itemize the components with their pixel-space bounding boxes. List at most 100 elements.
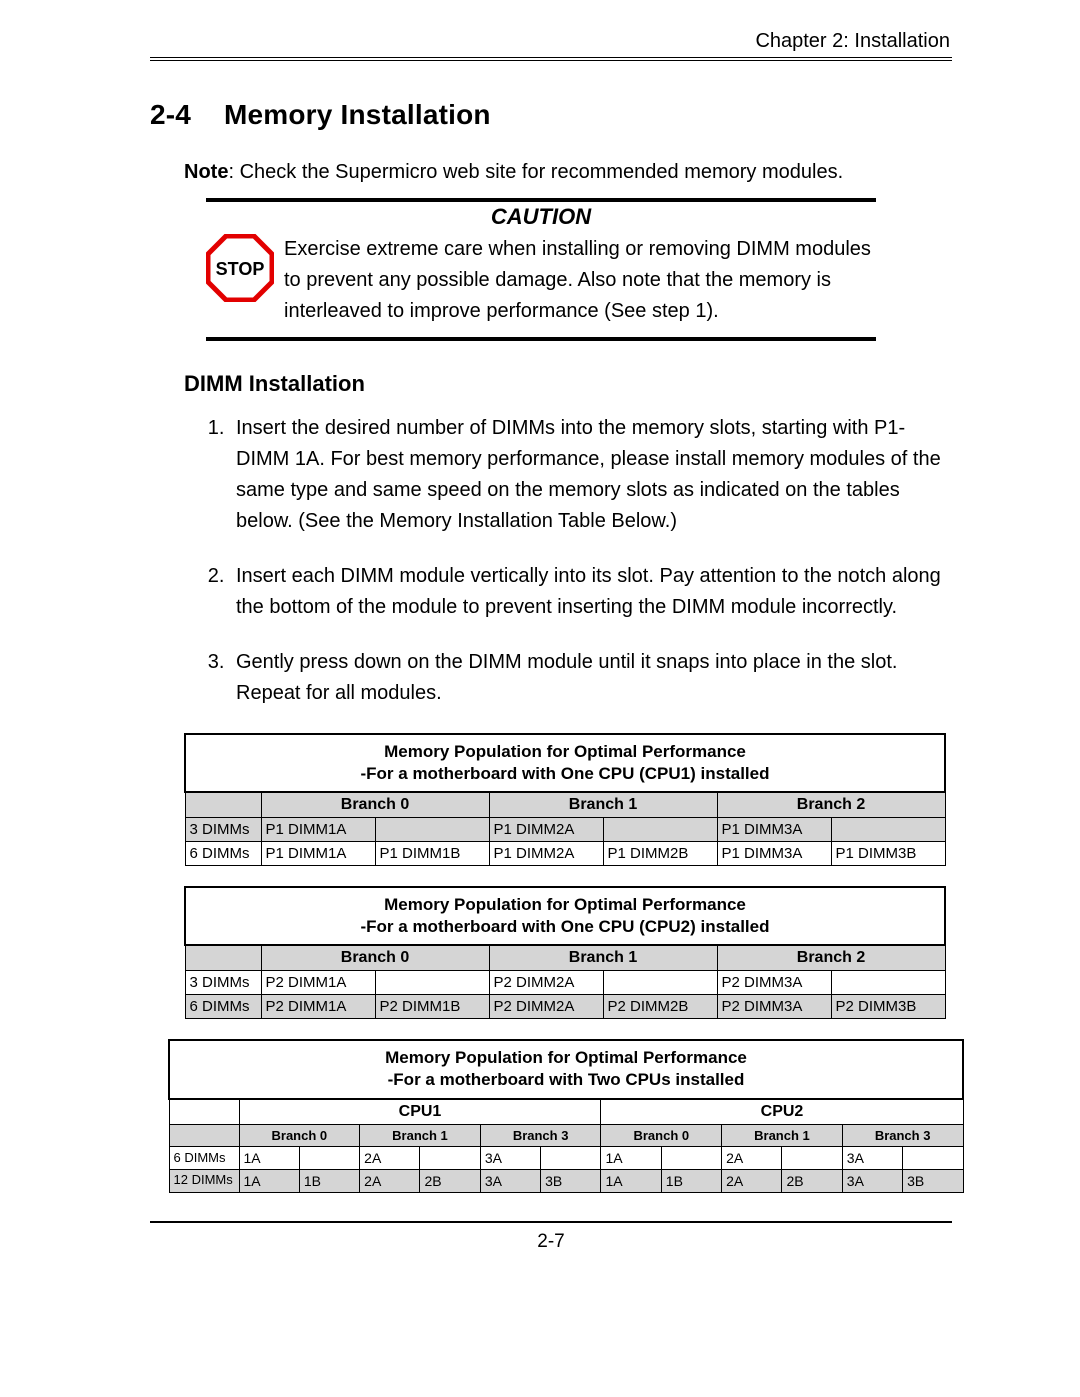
caution-box: CAUTION STOP Exercise extreme care when … xyxy=(206,198,876,341)
table-title-l2: -For a motherboard with Two CPUs install… xyxy=(388,1070,745,1089)
branch-header: Branch 1 xyxy=(360,1124,481,1146)
branch-header: Branch 0 xyxy=(601,1124,722,1146)
cell xyxy=(661,1146,721,1169)
cell: P2 DIMM1B xyxy=(375,995,489,1019)
section-number: 2-4 xyxy=(150,99,216,131)
row-label: 6 DIMMs xyxy=(185,842,261,866)
cell: 1A xyxy=(239,1146,299,1169)
cell xyxy=(299,1146,359,1169)
table-title-l1: Memory Population for Optimal Performanc… xyxy=(384,895,746,914)
cell: 3A xyxy=(480,1146,540,1169)
cell xyxy=(782,1146,842,1169)
memory-table-cpu2: Memory Population for Optimal Performanc… xyxy=(184,886,946,1019)
table-row: 6 DIMMs 1A 2A 3A 1A 2A 3A xyxy=(169,1146,963,1169)
row-label: 6 DIMMs xyxy=(185,995,261,1019)
dimm-subhead: DIMM Installation xyxy=(184,371,952,397)
step-item: Insert each DIMM module vertically into … xyxy=(230,561,952,623)
page-number: 2-7 xyxy=(150,1231,952,1253)
table-title-row: Memory Population for Optimal Performanc… xyxy=(185,734,945,792)
step-item: Gently press down on the DIMM module unt… xyxy=(230,647,952,709)
memory-table-cpu1: Memory Population for Optimal Performanc… xyxy=(184,733,946,866)
table-title-l1: Memory Population for Optimal Performanc… xyxy=(384,742,746,761)
cell xyxy=(831,818,945,842)
cell xyxy=(375,818,489,842)
branch-header: Branch 1 xyxy=(722,1124,843,1146)
cpu-header-row: CPU1 CPU2 xyxy=(169,1099,963,1125)
table-branch-row: Branch 0 Branch 1 Branch 2 xyxy=(185,792,945,818)
caution-title: CAUTION xyxy=(206,204,876,230)
section-title-text: Memory Installation xyxy=(224,99,491,130)
cell xyxy=(831,971,945,995)
cell: 3B xyxy=(903,1169,963,1192)
bottom-rule xyxy=(150,1221,952,1223)
intro-note: Note: Check the Supermicro web site for … xyxy=(184,159,952,186)
table-title-row: Memory Population for Optimal Performanc… xyxy=(169,1040,963,1098)
chapter-header: Chapter 2: Installation xyxy=(150,30,952,53)
cell: 3A xyxy=(842,1146,902,1169)
cell: 3A xyxy=(842,1169,902,1192)
cell xyxy=(603,818,717,842)
table-row: 12 DIMMs 1A 1B 2A 2B 3A 3B 1A 1B 2A 2B 3… xyxy=(169,1169,963,1192)
cell: 1A xyxy=(601,1169,661,1192)
branch-header: Branch 2 xyxy=(717,792,945,818)
table-title-l2: -For a motherboard with One CPU (CPU2) i… xyxy=(361,917,770,936)
row-label: 12 DIMMs xyxy=(169,1169,239,1192)
row-label: 3 DIMMs xyxy=(185,971,261,995)
table-row: 6 DIMMs P2 DIMM1A P2 DIMM1B P2 DIMM2A P2… xyxy=(185,995,945,1019)
note-label: Note xyxy=(184,161,228,183)
branch-header: Branch 0 xyxy=(261,945,489,971)
cell: P2 DIMM2B xyxy=(603,995,717,1019)
table-row: 6 DIMMs P1 DIMM1A P1 DIMM1B P1 DIMM2A P1… xyxy=(185,842,945,866)
stop-label: STOP xyxy=(216,259,265,279)
cell: 1A xyxy=(601,1146,661,1169)
cell: 2A xyxy=(360,1169,420,1192)
note-text: : Check the Supermicro web site for reco… xyxy=(228,161,843,183)
caution-body: STOP Exercise extreme care when installi… xyxy=(206,234,876,327)
cell: P1 DIMM1A xyxy=(261,842,375,866)
table-branch-row: Branch 0 Branch 1 Branch 2 xyxy=(185,945,945,971)
table-title-l2: -For a motherboard with One CPU (CPU1) i… xyxy=(361,764,770,783)
cell: 1B xyxy=(299,1169,359,1192)
cell: P1 DIMM3B xyxy=(831,842,945,866)
cell: 3A xyxy=(480,1169,540,1192)
cell: P2 DIMM1A xyxy=(261,971,375,995)
caution-top-bar xyxy=(206,198,876,202)
table-row: 3 DIMMs P2 DIMM1A P2 DIMM2A P2 DIMM3A xyxy=(185,971,945,995)
cell xyxy=(375,971,489,995)
branch-header: Branch 2 xyxy=(717,945,945,971)
cell: P2 DIMM2A xyxy=(489,971,603,995)
cell: 2A xyxy=(722,1169,782,1192)
branch-header: Branch 0 xyxy=(261,792,489,818)
branch-header: Branch 3 xyxy=(842,1124,963,1146)
memory-table-two-cpus: Memory Population for Optimal Performanc… xyxy=(168,1039,964,1192)
cell: P1 DIMM2B xyxy=(603,842,717,866)
branch-header: Branch 0 xyxy=(239,1124,360,1146)
cell: 2B xyxy=(420,1169,480,1192)
cell: 3B xyxy=(541,1169,601,1192)
branch-header: Branch 3 xyxy=(480,1124,601,1146)
cell xyxy=(903,1146,963,1169)
cell: P1 DIMM3A xyxy=(717,842,831,866)
cell xyxy=(420,1146,480,1169)
branch-header: Branch 1 xyxy=(489,945,717,971)
table-row: 3 DIMMs P1 DIMM1A P1 DIMM2A P1 DIMM3A xyxy=(185,818,945,842)
table-title-row: Memory Population for Optimal Performanc… xyxy=(185,887,945,945)
cell: P2 DIMM3B xyxy=(831,995,945,1019)
cell: P2 DIMM1A xyxy=(261,995,375,1019)
caution-bottom-bar xyxy=(206,337,876,341)
cell: P1 DIMM2A xyxy=(489,842,603,866)
cell xyxy=(541,1146,601,1169)
cpu-header: CPU2 xyxy=(601,1099,963,1125)
table-title-l1: Memory Population for Optimal Performanc… xyxy=(385,1048,747,1067)
caution-text: Exercise extreme care when installing or… xyxy=(284,234,876,327)
step-item: Insert the desired number of DIMMs into … xyxy=(230,413,952,537)
cell: 1B xyxy=(661,1169,721,1192)
cell: 1A xyxy=(239,1169,299,1192)
page: Chapter 2: Installation 2-4 Memory Insta… xyxy=(0,0,1080,1397)
cpu-header: CPU1 xyxy=(239,1099,601,1125)
steps-list: Insert the desired number of DIMMs into … xyxy=(204,413,952,709)
top-rule xyxy=(150,57,952,61)
cell: P1 DIMM1A xyxy=(261,818,375,842)
cell: 2A xyxy=(360,1146,420,1169)
cell: P1 DIMM1B xyxy=(375,842,489,866)
